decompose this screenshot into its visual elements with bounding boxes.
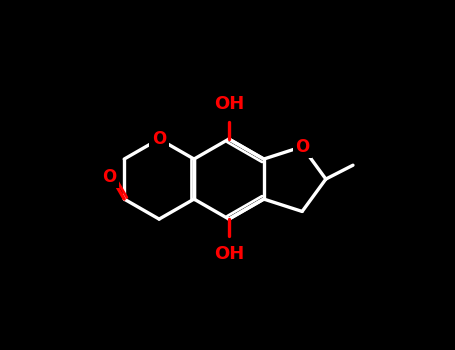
Text: O: O bbox=[102, 168, 116, 186]
Text: OH: OH bbox=[214, 95, 244, 113]
Text: O: O bbox=[295, 138, 309, 156]
Text: O: O bbox=[152, 130, 166, 148]
Text: OH: OH bbox=[214, 245, 244, 263]
